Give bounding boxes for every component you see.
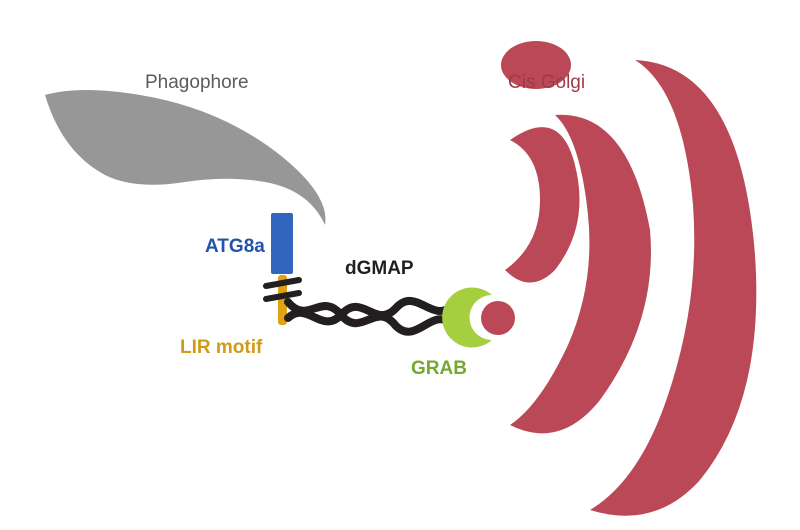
golgi-vesicle-small xyxy=(481,301,515,335)
golgi-cisterna-inner xyxy=(505,127,580,282)
cis-golgi-label: Cis Golgi xyxy=(508,72,585,94)
atg8a-label: ATG8a xyxy=(205,236,265,258)
dgmap-helix xyxy=(288,301,452,332)
grab-label: GRAB xyxy=(411,358,467,380)
atg8a-rect xyxy=(271,213,293,274)
lir-motif-label: LIR motif xyxy=(180,337,262,359)
dgmap-label: dGMAP xyxy=(345,258,414,280)
phagophore-shape xyxy=(45,90,325,225)
phagophore-label: Phagophore xyxy=(145,72,249,94)
